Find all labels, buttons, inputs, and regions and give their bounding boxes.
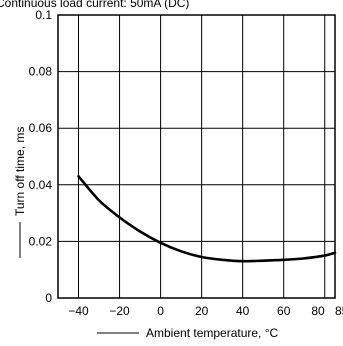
- grid: [58, 15, 335, 298]
- y-tick-label: 0.08: [29, 65, 53, 79]
- y-tick-label: 0.1: [35, 8, 52, 22]
- y-tick-label: 0.02: [29, 234, 53, 248]
- x-tick-label: 40: [236, 304, 250, 318]
- y-tick-label: 0: [45, 291, 52, 305]
- y-tick-label: 0.06: [29, 121, 53, 135]
- x-tick-label: 60: [277, 304, 291, 318]
- x-tick-label: −40: [68, 304, 89, 318]
- series-line: [77, 175, 337, 263]
- tick-labels: −40 −20 0 20 40 60 80 85 0 0.02 0.04 0.06 0.08 0.1: [29, 8, 343, 318]
- x-tick-label: 85: [335, 304, 343, 318]
- plot-frame: [57, 14, 336, 299]
- chart-title: Continuous load current: 50mA (DC): [0, 0, 189, 10]
- x-tick-label: 80: [311, 304, 325, 318]
- y-tick-label: 0.04: [29, 178, 53, 192]
- x-tick-label: −20: [109, 304, 130, 318]
- x-tick-label: 20: [195, 304, 209, 318]
- x-axis-label: Ambient temperature, °C: [146, 326, 279, 340]
- x-tick-label: 0: [157, 304, 164, 318]
- y-axis-label: Turn off time, ms: [13, 127, 27, 216]
